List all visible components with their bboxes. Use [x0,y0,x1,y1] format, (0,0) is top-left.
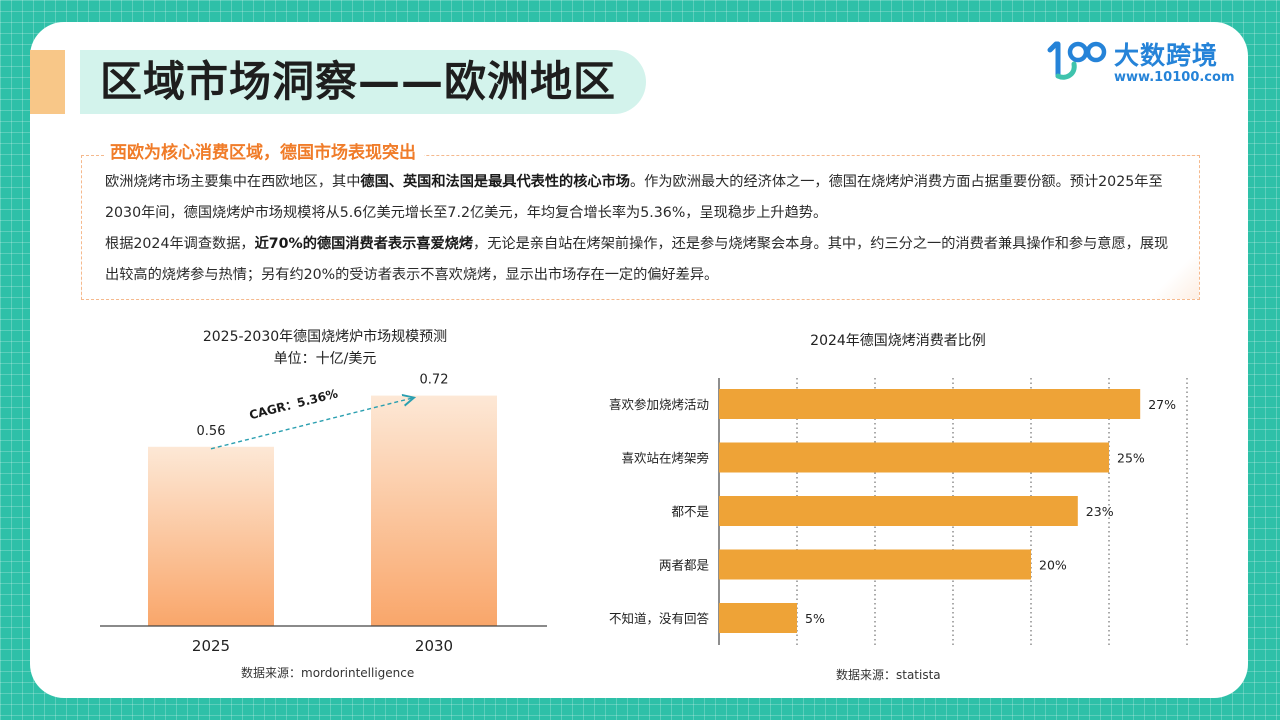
x-tick-label: 2025 [192,637,230,655]
logo-name: 大数跨境 [1114,41,1219,70]
bar-5 [719,603,797,633]
title-banner [80,50,646,114]
market-size-chart-title: 2025-2030年德国烧烤炉市场规模预测 单位：十亿/美元 [160,326,490,370]
paragraph-text: 。作为欧洲最大的经济体之一，德国在烧烤炉消费方面占据重要份额。预计2025年至2… [105,174,1163,221]
category-label: 喜欢站在烤架旁 [621,451,709,466]
section-heading: 西欧为核心消费区域，德国市场表现突出 [104,141,424,165]
page-title: 区域市场洞察——欧洲地区 [100,57,617,106]
consumer-chart-title: 2024年德国烧烤消费者比例 [810,333,986,349]
paragraph-consumer-survey: 根据2024年调查数据，近70%的德国消费者表示喜爱烧烤，无论是亲自站在烤架前操… [105,229,1175,291]
bar-2 [719,442,1109,473]
title-accent-block [30,50,65,114]
brand-logo: 大数跨境 www.10100.com [1042,36,1235,96]
paragraph-emphasis: 德国、英国和法国是最具代表性的核心市场 [360,174,630,190]
data-label: 25% [1117,451,1145,466]
bar-2030 [371,395,497,626]
consumer-ratio-source: 数据来源：statista [836,668,941,682]
market-size-source: 数据来源：mordorintelligence [241,666,415,680]
paragraph-emphasis: 近70%的德国消费者表示喜爱烧烤 [254,236,474,252]
paragraph-text: 欧洲烧烤市场主要集中在西欧地区，其中 [105,174,361,190]
bar-4 [719,549,1031,580]
bar-1 [719,389,1141,419]
market-size-bar-chart: 0.56 2025 0.72 2030 CAGR：5.36% [100,373,547,655]
category-label: 喜欢参加烧烤活动 [609,397,709,412]
category-label: 不知道，没有回答 [609,611,710,626]
logo-mark-icon [1047,41,1107,80]
chart-title-line: 2025-2030年德国烧烤炉市场规模预测 [202,329,448,345]
data-label: 23% [1086,504,1114,519]
bar-2025 [148,446,274,626]
insight-text-box [81,155,1200,300]
paragraph-market-overview: 欧洲烧烤市场主要集中在西欧地区，其中德国、英国和法国是最具代表性的核心市场。作为… [105,167,1175,229]
consumer-ratio-bar-chart: 27% 喜欢参加烧烤活动 25% 喜欢站在烤架旁 23% 都不是 20% 两者都是 5% 不知道，… [609,378,1188,645]
x-tick-label: 2030 [415,637,453,655]
data-label: 0.56 [197,424,226,439]
logo-url: www.10100.com [1114,70,1235,85]
bar-3 [719,496,1078,526]
category-label: 都不是 [671,504,709,519]
category-label: 两者都是 [659,558,710,573]
paragraph-text: 根据2024年调查数据， [105,236,255,252]
cagr-annotation: CAGR：5.36% [248,386,339,422]
data-label: 27% [1148,397,1176,412]
chart-subtitle: 单位：十亿/美元 [273,351,377,367]
data-label: 0.72 [420,373,449,388]
paragraph-text: ，无论是亲自站在烤架前操作，还是参与烧烤聚会本身。其中，约三分之一的消费者兼具操… [105,236,1169,283]
data-label: 20% [1039,558,1067,573]
data-label: 5% [805,611,825,626]
